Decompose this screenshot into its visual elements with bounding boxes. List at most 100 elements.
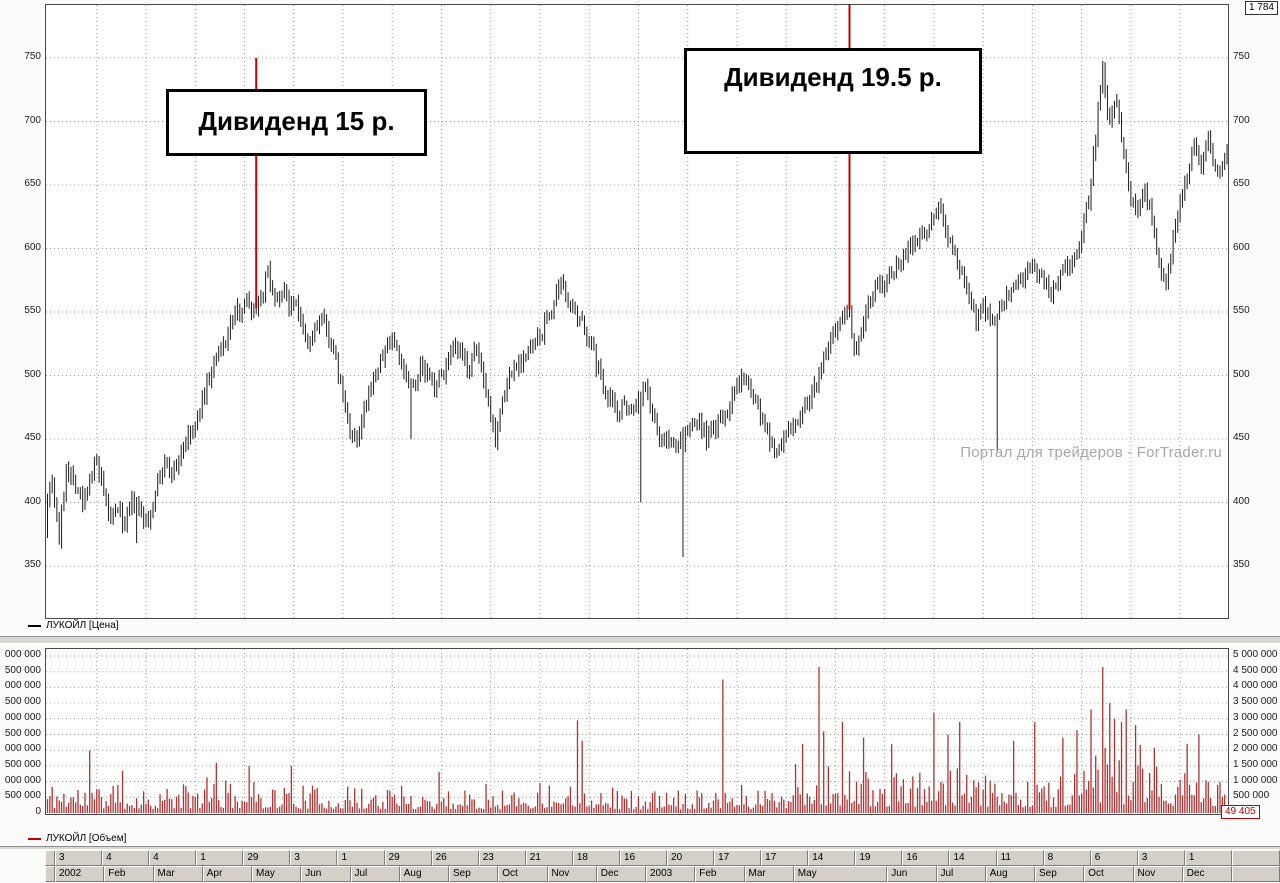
month-row-stub [45, 866, 55, 882]
axis-label: 500 [1233, 368, 1250, 380]
date-cell: 23 [478, 850, 526, 866]
price-legend-dash-icon [28, 624, 41, 627]
axis-label: 000 000 [4, 680, 41, 692]
panel-separator[interactable] [0, 636, 1280, 644]
axis-label: 350 [1233, 559, 1250, 570]
month-cell: Sep [449, 866, 499, 882]
volume-chart-panel[interactable] [45, 648, 1229, 815]
date-row-filler [1231, 850, 1280, 866]
axis-label: 000 000 [4, 649, 41, 660]
axis-label: 650 [24, 178, 41, 189]
volume-legend: ЛУКОЙЛ [Объем] [28, 833, 126, 844]
price-legend-label: ЛУКОЙЛ [Цена] [46, 620, 119, 631]
date-cell: 8 [1043, 850, 1091, 866]
axis-label: 4 500 000 [1233, 664, 1278, 676]
axis-label: 650 [1233, 178, 1250, 189]
axis-label: 600 [24, 241, 41, 253]
month-row-filler [1232, 866, 1280, 882]
date-cell: 21 [525, 850, 573, 866]
price-legend: ЛУКОЙЛ [Цена] [28, 620, 119, 631]
month-cell: Apr [202, 866, 252, 882]
dividend-annotation-2-text: Дивиденд 19.5 р. [724, 62, 942, 92]
date-row-stub [45, 850, 55, 866]
axis-label: 550 [24, 305, 41, 316]
date-cell: 3 [1137, 850, 1185, 866]
axis-label: 1 000 000 [1233, 774, 1278, 786]
volume-chart-canvas[interactable] [46, 649, 1228, 814]
month-cell: May [252, 866, 302, 882]
dividend-annotation-2[interactable]: Дивиденд 19.5 р. [684, 48, 982, 154]
axis-label: 500 000 [1233, 790, 1270, 802]
axis-label: 750 [1233, 51, 1250, 62]
axis-label: 450 [24, 432, 41, 443]
month-cell: Oct [1084, 866, 1134, 882]
axis-label: 1 500 000 [1233, 758, 1278, 770]
axis-label: 500 000 [4, 664, 41, 676]
axis-label: 5 000 000 [1233, 649, 1278, 660]
date-cell: 4 [102, 850, 150, 866]
month-cell: Jul [936, 866, 986, 882]
month-cell: Nov [547, 866, 597, 882]
axis-separator [0, 846, 1280, 850]
date-cell: 19 [855, 850, 903, 866]
month-cell: Sep [1035, 866, 1085, 882]
date-cell: 14 [949, 850, 997, 866]
date-cell: 6 [1090, 850, 1138, 866]
month-cell: Oct [498, 866, 548, 882]
month-cell: Mar [153, 866, 203, 882]
date-cell: 26 [431, 850, 479, 866]
date-cell: 1 [196, 850, 244, 866]
date-cell: 29 [243, 850, 291, 866]
month-cell: 2002 [55, 866, 105, 882]
axis-label: 600 [1233, 241, 1250, 253]
date-cell: 16 [619, 850, 668, 866]
axis-label: 500 000 [4, 727, 41, 739]
month-cell: Aug [985, 866, 1035, 882]
date-cell: 3 [55, 850, 103, 866]
axis-label: 750 [24, 51, 41, 62]
axis-label: 500 000 [4, 758, 41, 770]
axis-label: 3 000 000 [1233, 711, 1278, 723]
month-cell: Dec [1182, 866, 1232, 882]
month-cell: May [793, 866, 888, 882]
date-cell: 18 [572, 850, 620, 866]
axis-label: 4 000 000 [1233, 680, 1278, 692]
month-cell: 2003 [646, 866, 696, 882]
price-chart-canvas[interactable] [46, 5, 1228, 618]
volume-legend-label: ЛУКОЙЛ [Объем] [46, 833, 127, 844]
axis-label: 500 000 [4, 696, 41, 708]
axis-label: 500 000 [4, 790, 41, 802]
axis-label: 3 500 000 [1233, 696, 1278, 708]
axis-label: 2 000 000 [1233, 743, 1278, 755]
axis-label: 000 000 [4, 743, 41, 755]
watermark: Портал для трейдеров - ForTrader.ru [960, 444, 1222, 461]
axis-label: 000 000 [4, 711, 41, 723]
x-axis-dates-row: 3 4 4 1 29 3 1 29 26 23 21 18 16 20 17 17 14 19 16 14 11 8 6 3 1 [45, 850, 1280, 866]
axis-label: 0 [35, 806, 41, 817]
dividend-annotation-1-text: Дивиденд 15 р. [198, 106, 395, 136]
date-cell: 29 [384, 850, 432, 866]
axis-label: 450 [1233, 432, 1250, 443]
month-cell: Jun [301, 866, 351, 882]
axis-label: 000 000 [4, 774, 41, 786]
date-cell: 16 [902, 850, 950, 866]
date-cell: 14 [808, 850, 856, 866]
x-axis-months-row: 2002 Feb Mar Apr May Jun Jul Aug Sep Oct Nov Dec 200… [45, 866, 1280, 882]
axis-label: 550 [1233, 305, 1250, 316]
axis-label: 400 [24, 495, 41, 507]
month-cell: Jun [887, 866, 937, 882]
month-cell: Mar [744, 866, 794, 882]
date-cell: 17 [761, 850, 809, 866]
date-cell: 1 [337, 850, 385, 866]
axis-label: 400 [1233, 495, 1250, 507]
axis-label: 350 [24, 559, 41, 570]
date-cell: 4 [149, 850, 197, 866]
month-cell: Nov [1133, 866, 1183, 882]
dividend-annotation-1[interactable]: Дивиденд 15 р. [166, 89, 427, 156]
date-cell: 1 [1184, 850, 1232, 866]
axis-label: 700 [1233, 114, 1250, 126]
last-price-value-box: 1 784 [1244, 1, 1278, 15]
date-cell: 17 [714, 850, 762, 866]
last-volume-value-box: 49 405 [1221, 805, 1260, 819]
month-cell: Feb [104, 866, 154, 882]
